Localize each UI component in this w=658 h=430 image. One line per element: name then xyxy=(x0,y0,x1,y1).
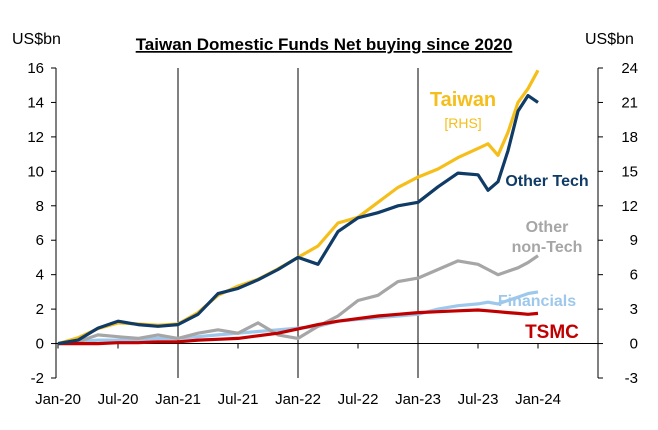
series-line-other-tech xyxy=(57,93,539,346)
right-axis-tick-label: 6 xyxy=(630,267,638,284)
series-sublabel-taiwan: [RHS] xyxy=(444,115,481,131)
series-label-other-tech: Other Tech xyxy=(505,173,588,190)
series-line-other-non-tech xyxy=(57,254,539,346)
x-axis-tick-label: Jan-24 xyxy=(515,391,561,408)
series-label-taiwan: Taiwan xyxy=(430,89,496,111)
right-axis-tick-label: 18 xyxy=(621,129,638,146)
left-axis-tick-label: -2 xyxy=(31,370,44,387)
right-axis-tick-label: 12 xyxy=(621,198,638,215)
right-axis-tick-label: 9 xyxy=(630,232,638,249)
x-axis-tick-label: Jan-20 xyxy=(35,391,81,408)
left-axis-tick-label: 0 xyxy=(36,336,44,353)
right-axis-tick-label: 3 xyxy=(630,301,638,318)
right-axis-unit-label: US$bn xyxy=(585,31,634,48)
right-axis-tick-label: 21 xyxy=(621,94,638,111)
x-axis-tick-label: Jul-21 xyxy=(218,391,259,408)
series-lines xyxy=(57,69,540,346)
x-axis-tick-label: Jul-23 xyxy=(458,391,499,408)
left-axis-tick-label: 10 xyxy=(27,163,44,180)
left-axis-tick-label: 2 xyxy=(36,301,44,318)
right-axis-tick-label: 15 xyxy=(621,163,638,180)
x-axis-tick-label: Jul-22 xyxy=(338,391,379,408)
x-axis-tick-label: Jan-22 xyxy=(275,391,321,408)
series-label-financials: Financials xyxy=(498,293,576,310)
left-axis-tick-label: 14 xyxy=(27,94,44,111)
left-axis-unit-label: US$bn xyxy=(12,31,61,48)
gridlines xyxy=(177,68,419,378)
left-axis-tick-label: 8 xyxy=(36,198,44,215)
x-axis-tick-label: Jan-23 xyxy=(395,391,441,408)
chart-title: Taiwan Domestic Funds Net buying since 2… xyxy=(136,35,513,54)
left-axis-tick-label: 16 xyxy=(27,60,44,77)
left-axis-tick-label: 4 xyxy=(36,267,44,284)
series-label-tsmc: TSMC xyxy=(525,322,579,343)
series-label-other-non-tech: Other xyxy=(526,219,569,236)
x-axis-tick-label: Jul-20 xyxy=(98,391,139,408)
series-labels: Taiwan [RHS] Other Tech Other non-Tech Financ… xyxy=(430,89,589,343)
right-axis-tick-label: 24 xyxy=(621,60,638,77)
right-axis-tick-label: 0 xyxy=(630,336,638,353)
series-label-other-non-tech: non-Tech xyxy=(512,239,583,256)
right-axis-tick-label: -3 xyxy=(625,370,638,387)
left-axis-tick-label: 6 xyxy=(36,232,44,249)
series-line-tsmc xyxy=(58,308,539,346)
left-axis-tick-label: 12 xyxy=(27,129,44,146)
x-axis-tick-label: Jan-21 xyxy=(155,391,201,408)
